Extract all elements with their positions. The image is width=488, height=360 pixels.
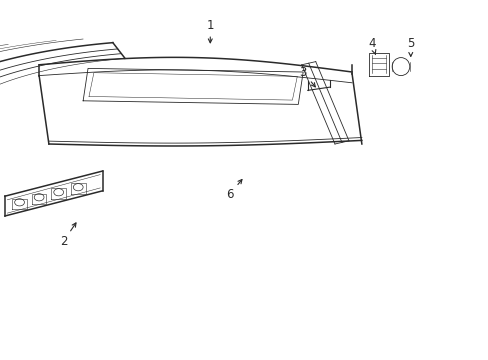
Text: 2: 2 [60,235,67,248]
Text: 4: 4 [367,37,375,50]
Text: 3: 3 [299,66,306,78]
Text: 6: 6 [225,188,233,201]
Text: 5: 5 [406,37,414,50]
Text: 1: 1 [206,19,214,32]
